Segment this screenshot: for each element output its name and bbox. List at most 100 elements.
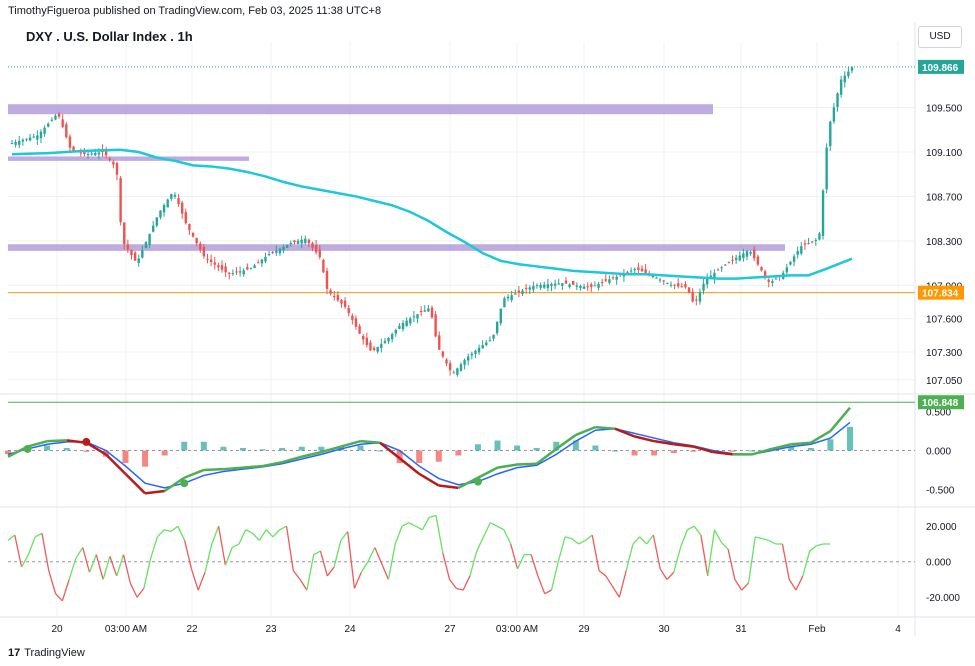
candle <box>231 269 235 276</box>
candle <box>296 238 300 245</box>
candle <box>166 198 169 208</box>
candle-body <box>387 338 390 342</box>
osc-line-segment <box>408 522 416 527</box>
candle-body <box>304 238 307 243</box>
osc-line-segment <box>781 543 790 580</box>
candle-body <box>684 284 687 288</box>
candle <box>792 254 796 267</box>
macd-cross-dot <box>23 444 32 453</box>
candle-body <box>691 291 694 302</box>
candle <box>622 269 626 282</box>
candle-body <box>390 333 394 340</box>
macd-histogram-bar <box>416 450 423 463</box>
price-label-text: 107.834 <box>922 289 959 300</box>
candle-body <box>637 267 640 270</box>
price-axis-tick: 108.700 <box>926 192 963 203</box>
osc-line-segment <box>183 540 193 569</box>
time-axis-tick: 4 <box>895 624 901 635</box>
candle <box>119 175 122 226</box>
candle <box>492 334 495 342</box>
osc-line-segment <box>612 586 620 598</box>
candle <box>615 274 618 285</box>
candle <box>716 268 720 271</box>
osc-line-segment <box>55 593 63 602</box>
candle-body <box>524 287 528 289</box>
candle <box>54 113 57 121</box>
macd-line-segment <box>183 468 205 479</box>
candle <box>474 349 477 359</box>
candle-body <box>470 353 474 356</box>
candle <box>467 353 470 366</box>
macd-histogram-bar <box>690 450 697 452</box>
osc-line-segment <box>687 525 695 531</box>
candle-body <box>535 285 539 287</box>
candle-body <box>228 272 231 275</box>
macd-histogram-bar <box>533 448 540 451</box>
chart-svg[interactable]: 109.500109.100108.700108.300107.900107.6… <box>0 22 975 636</box>
candle <box>65 121 68 139</box>
candle <box>376 346 379 354</box>
tradingview-logo[interactable]: 17 TradingView <box>8 647 85 659</box>
candle <box>677 278 680 289</box>
macd-line-segment <box>771 443 792 451</box>
osc-axis-tick: 20.000 <box>926 522 957 533</box>
candle <box>546 278 550 292</box>
osc-line-segment <box>313 550 321 556</box>
chart-area[interactable]: 109.500109.100108.700108.300107.900107.6… <box>0 22 975 636</box>
candle <box>412 310 416 323</box>
candle-body <box>427 308 430 312</box>
osc-line-segment <box>510 543 519 569</box>
candle-body <box>166 199 169 208</box>
candle-body <box>141 250 144 258</box>
osc-line-segment <box>591 534 600 571</box>
osc-axis-tick: 0.000 <box>926 558 951 569</box>
osc-line-segment <box>456 587 464 591</box>
tradingview-logo-mark: 17 <box>8 647 21 659</box>
candle <box>684 281 687 289</box>
candle-body <box>322 259 325 273</box>
osc-line-segment <box>632 536 641 545</box>
candle-body <box>760 266 763 271</box>
macd-line-segment <box>829 406 851 432</box>
candle-body <box>213 262 216 265</box>
candle-body <box>818 233 821 240</box>
macd-line-segment <box>262 460 283 468</box>
macd-histogram-bar <box>592 445 599 451</box>
osc-line-segment <box>734 579 743 591</box>
candle-body <box>550 283 553 286</box>
candle-body <box>376 346 379 352</box>
macd-histogram-bar <box>631 450 638 456</box>
candle-body <box>695 299 698 301</box>
candle-body <box>398 325 401 329</box>
osc-line-segment <box>75 547 84 559</box>
candle-body <box>626 271 629 273</box>
candle-body <box>318 249 321 258</box>
candle <box>253 263 256 269</box>
candle-body <box>572 280 575 285</box>
candle <box>401 320 405 332</box>
candle-body <box>705 278 709 285</box>
candle <box>304 235 307 245</box>
candle-body <box>220 265 224 270</box>
candle-body <box>796 250 799 255</box>
currency-selector[interactable]: USD <box>918 26 962 48</box>
candle <box>130 249 133 260</box>
candle <box>195 237 198 247</box>
candle-body <box>702 283 705 291</box>
candle-body <box>600 282 604 284</box>
candle <box>28 133 32 142</box>
osc-line-segment <box>394 525 403 545</box>
osc-line-segment <box>14 534 23 568</box>
tradingview-logo-text: TradingView <box>24 647 85 659</box>
candle <box>568 283 571 289</box>
candle-body <box>112 161 115 165</box>
price-axis-tick: 107.050 <box>926 376 963 387</box>
osc-line-segment <box>421 517 430 531</box>
candle <box>807 237 810 245</box>
candle <box>438 331 441 350</box>
candle <box>550 282 553 292</box>
candle-body <box>104 150 108 156</box>
candle <box>600 278 604 287</box>
candle <box>463 358 466 370</box>
candle-body <box>162 205 166 213</box>
